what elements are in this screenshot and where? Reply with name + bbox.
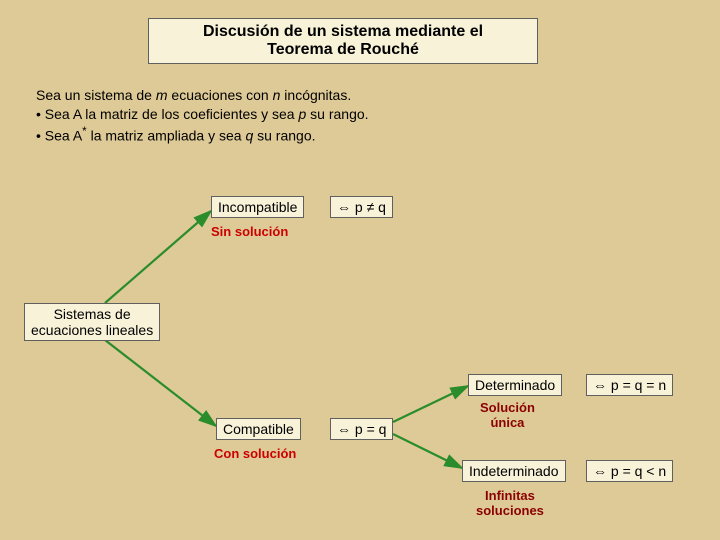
intro-text: Sea un sistema de m ecuaciones con n inc… — [36, 86, 369, 145]
compatible-node: Compatible — [216, 418, 301, 440]
arrow-root-compatible — [105, 340, 216, 426]
arrow-compatible-determinado — [393, 386, 468, 422]
determinado-node: Determinado — [468, 374, 562, 396]
determinado-cond: ⇔ p = q = n — [586, 374, 673, 396]
title-box: Discusión de un sistema mediante el Teor… — [148, 18, 538, 64]
incompatible-note: Sin solución — [211, 224, 288, 239]
indeterminado-cond: ⇔ p = q < n — [586, 460, 673, 482]
title-line2: Teorema de Rouché — [163, 41, 523, 59]
compatible-cond: ⇔ p = q — [330, 418, 393, 440]
incompatible-node: Incompatible — [211, 196, 304, 218]
title-line1: Discusión de un sistema mediante el — [163, 23, 523, 41]
incompatible-cond: ⇔ p ≠ q — [330, 196, 393, 218]
arrow-compatible-indeterminado — [393, 434, 462, 468]
compatible-note: Con solución — [214, 446, 296, 461]
arrow-root-incompatible — [105, 211, 211, 303]
determinado-note: Solución única — [480, 400, 535, 430]
root-node: Sistemas de ecuaciones lineales — [24, 303, 160, 341]
arrows-svg — [0, 0, 720, 540]
indeterminado-node: Indeterminado — [462, 460, 566, 482]
indeterminado-note: Infinitas soluciones — [476, 488, 544, 518]
